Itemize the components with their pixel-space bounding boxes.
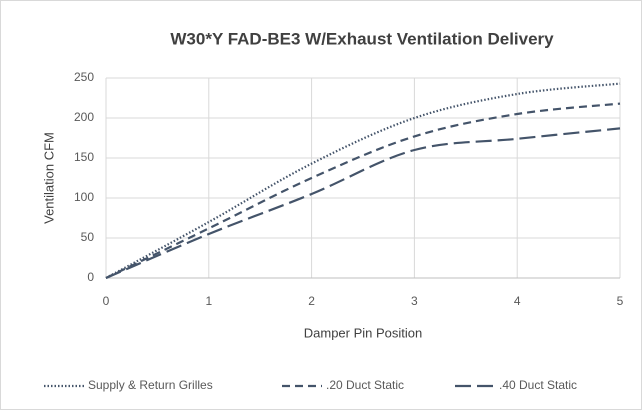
legend-label: .20 Duct Static [326,378,404,392]
y-tick-label: 250 [74,70,94,84]
x-tick-label: 3 [411,294,418,308]
y-axis-title: Ventilation CFM [41,132,56,224]
x-tick-label: 0 [103,294,110,308]
x-axis-title: Damper Pin Position [304,325,423,340]
chart-title: W30*Y FAD-BE3 W/Exhaust Ventilation Deli… [170,29,554,48]
legend-label: .40 Duct Static [499,378,577,392]
y-tick-label: 200 [74,110,94,124]
x-tick-label: 5 [617,294,624,308]
y-tick-label: 100 [74,190,94,204]
x-tick-label: 2 [308,294,315,308]
y-tick-label: 150 [74,150,94,164]
legend-label: Supply & Return Grilles [88,378,213,392]
x-tick-label: 4 [514,294,521,308]
x-tick-label: 1 [205,294,212,308]
y-tick-label: 50 [81,230,95,244]
series-line [105,127,621,280]
y-tick-label: 0 [87,270,94,284]
series-line [105,102,621,279]
